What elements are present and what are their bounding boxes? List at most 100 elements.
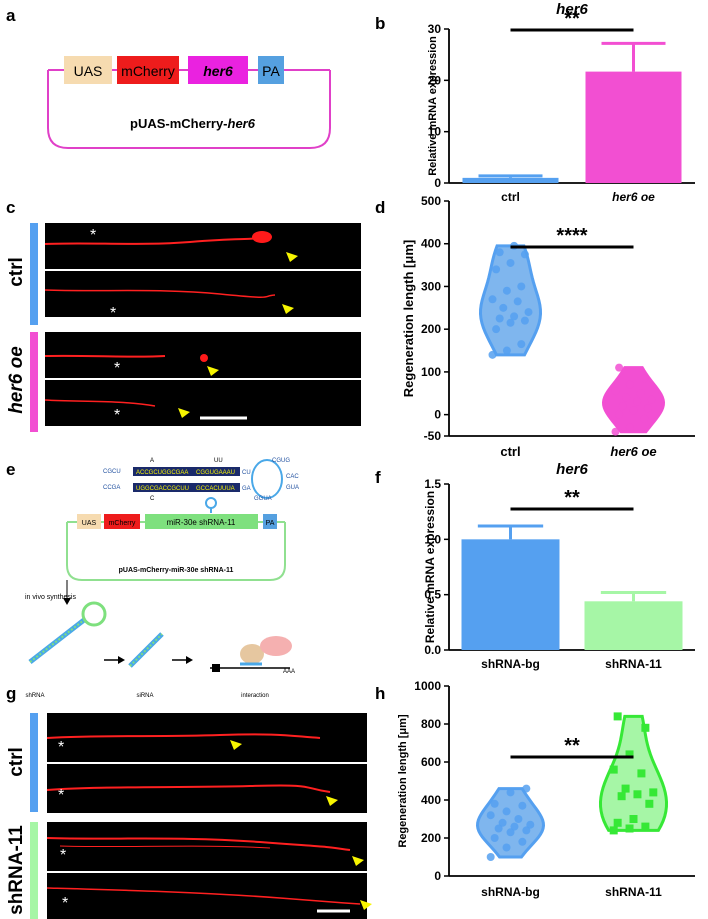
data-point bbox=[522, 784, 531, 793]
svg-text:siRNA: siRNA bbox=[136, 693, 153, 699]
svg-text:GCCACUUUA: GCCACUUUA bbox=[196, 486, 235, 492]
y-tick-label: 0.5 bbox=[424, 588, 441, 602]
image-c4: * bbox=[44, 380, 361, 426]
data-point bbox=[502, 843, 511, 852]
svg-text:UAS: UAS bbox=[82, 520, 97, 527]
y-axis-label: Regeneration length [μm] bbox=[401, 240, 416, 397]
data-point bbox=[494, 824, 503, 833]
y-tick-label: 1000 bbox=[414, 679, 441, 693]
image-g2: * bbox=[46, 764, 367, 813]
svg-text:AAA: AAA bbox=[283, 669, 295, 675]
data-point bbox=[625, 824, 634, 833]
data-point bbox=[625, 380, 634, 389]
svg-text:CGUG: CGUG bbox=[272, 458, 290, 464]
chart-title: her6 bbox=[556, 1, 588, 18]
y-tick-label: 10 bbox=[428, 125, 442, 139]
mcherry-box bbox=[117, 56, 179, 84]
y-tick-label: 500 bbox=[421, 194, 441, 208]
data-point bbox=[488, 350, 497, 359]
uas-label: UAS bbox=[74, 63, 103, 79]
y-tick-label: 200 bbox=[421, 831, 441, 845]
svg-text:CCGA: CCGA bbox=[103, 485, 120, 491]
her6oe-side-bar bbox=[30, 332, 38, 432]
data-point bbox=[510, 312, 519, 321]
svg-text:interaction: interaction bbox=[241, 693, 269, 699]
data-point bbox=[517, 340, 526, 349]
panel-letter-d: d bbox=[375, 198, 386, 217]
image-c3: * bbox=[44, 332, 361, 378]
data-point bbox=[486, 811, 495, 820]
category-label-1: shRNA-11 bbox=[605, 885, 662, 899]
chart-title: her6 bbox=[556, 461, 588, 478]
data-point bbox=[641, 822, 650, 831]
data-point bbox=[522, 826, 531, 835]
category-label-0: shRNA-bg bbox=[481, 657, 540, 671]
panel-letter-b: b bbox=[375, 14, 386, 33]
g-ctrl-side-bar bbox=[30, 713, 38, 812]
y-tick-label: 20 bbox=[428, 73, 442, 87]
data-point bbox=[518, 837, 527, 846]
data-point bbox=[617, 792, 626, 801]
svg-text:GA: GA bbox=[242, 486, 251, 492]
c-ctrl-label: ctrl bbox=[6, 257, 27, 287]
data-point bbox=[629, 406, 638, 415]
y-tick-label: 800 bbox=[421, 717, 441, 731]
data-point bbox=[611, 387, 620, 396]
svg-text:UU: UU bbox=[214, 458, 223, 464]
image-c1: * bbox=[44, 223, 361, 269]
y-axis-label: Regeneration length [μm] bbox=[397, 714, 409, 848]
data-point bbox=[498, 818, 507, 827]
category-label-0: ctrl bbox=[501, 190, 520, 204]
shrna-icon bbox=[28, 601, 107, 664]
data-point bbox=[513, 297, 522, 306]
svg-text:*: * bbox=[114, 407, 120, 424]
y-axis-label: Relative mRNA expression bbox=[423, 491, 437, 643]
data-point bbox=[613, 712, 622, 721]
data-point bbox=[488, 295, 497, 304]
svg-text:*: * bbox=[58, 739, 64, 756]
svg-text:CGCU: CGCU bbox=[103, 469, 121, 475]
y-tick-label: 0 bbox=[434, 869, 441, 883]
y-tick-label: 0 bbox=[434, 408, 441, 422]
data-point bbox=[502, 346, 511, 355]
svg-text:*: * bbox=[60, 847, 66, 864]
data-point bbox=[514, 815, 523, 823]
data-point bbox=[510, 822, 519, 831]
svg-text:CGGUGAAAU: CGGUGAAAU bbox=[196, 470, 235, 476]
pa-label: PA bbox=[262, 63, 280, 79]
category-label-1: her6 oe bbox=[612, 190, 655, 204]
svg-text:CU: CU bbox=[242, 470, 251, 476]
interaction-icon: AAA bbox=[210, 636, 295, 675]
svg-text:GUA: GUA bbox=[286, 485, 299, 491]
y-tick-label: 1.0 bbox=[424, 532, 441, 546]
y-tick-label: 400 bbox=[421, 237, 441, 251]
hairpin-structure: A UU CGCU ACCGCUGGCGAA CGGUGAAAU CU CCGA… bbox=[103, 458, 299, 502]
data-point bbox=[629, 815, 638, 823]
svg-text:miR-30e shRNA-11: miR-30e shRNA-11 bbox=[167, 518, 236, 527]
y-tick-label: 0 bbox=[434, 176, 441, 190]
c-her6oe-label: her6 oe bbox=[6, 346, 27, 414]
y-tick-label: 100 bbox=[421, 365, 441, 379]
svg-text:*: * bbox=[114, 360, 120, 377]
plasmid-a-backbone bbox=[47, 70, 331, 149]
data-point bbox=[517, 282, 526, 291]
bar-1 bbox=[585, 71, 682, 183]
data-point bbox=[492, 265, 501, 274]
data-point bbox=[615, 363, 624, 372]
svg-text:UGGCGACCGCUU: UGGCGACCGCUU bbox=[136, 486, 189, 492]
plasmid-e: UAS mCherry miR-30e shRNA-11 PA pUAS-mCh… bbox=[66, 497, 286, 581]
data-point bbox=[621, 784, 630, 793]
panel-letter-e: e bbox=[6, 460, 16, 479]
data-point bbox=[490, 834, 499, 842]
data-point bbox=[520, 316, 529, 325]
plasmid-a-name: pUAS-mCherry-her6 bbox=[130, 116, 256, 131]
data-point bbox=[622, 393, 631, 402]
significance-stars: ** bbox=[564, 487, 580, 509]
image-c2: * bbox=[44, 271, 361, 322]
image-g4: * bbox=[46, 873, 372, 919]
pa-box bbox=[258, 56, 284, 84]
